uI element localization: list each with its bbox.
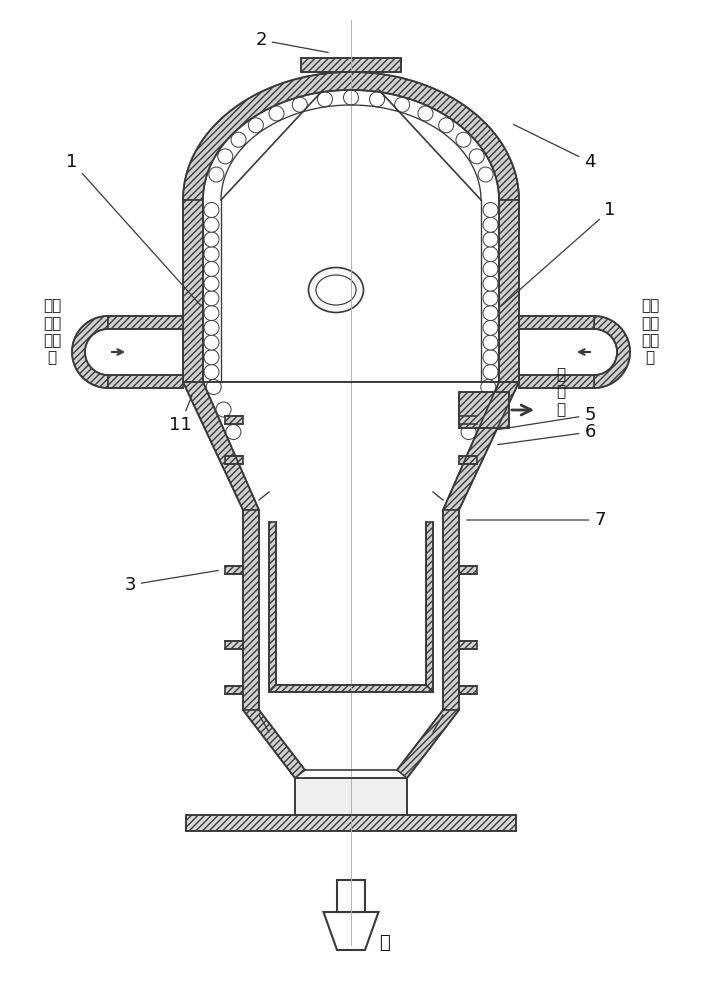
Circle shape	[231, 132, 246, 147]
Bar	[186, 815, 516, 831]
Text: 11: 11	[168, 396, 192, 434]
Text: 3: 3	[124, 570, 218, 594]
Bar	[459, 392, 509, 428]
Polygon shape	[183, 200, 203, 382]
Circle shape	[204, 291, 219, 306]
Circle shape	[204, 247, 219, 262]
Bar	[323, 72, 379, 90]
Bar	[225, 641, 243, 649]
Text: 5: 5	[498, 406, 596, 430]
Circle shape	[204, 306, 219, 321]
Circle shape	[226, 424, 241, 440]
Bar	[301, 58, 401, 72]
Circle shape	[483, 232, 498, 247]
Circle shape	[204, 217, 219, 232]
Bar	[225, 416, 243, 424]
Polygon shape	[337, 880, 365, 912]
Polygon shape	[243, 510, 259, 710]
Circle shape	[292, 97, 307, 112]
Polygon shape	[269, 522, 276, 692]
Circle shape	[395, 97, 410, 112]
Text: 渣: 渣	[379, 934, 390, 952]
Polygon shape	[324, 912, 378, 950]
Circle shape	[369, 92, 385, 107]
Polygon shape	[108, 316, 183, 329]
Bar	[459, 641, 477, 649]
Polygon shape	[426, 522, 433, 692]
Circle shape	[483, 291, 498, 306]
Polygon shape	[499, 200, 519, 382]
Text: 粗
煌
气: 粗 煌 气	[557, 367, 566, 417]
Bar	[225, 566, 243, 574]
Ellipse shape	[308, 267, 364, 312]
Bar	[459, 686, 477, 694]
Circle shape	[439, 118, 453, 133]
Text: 水煌
浆和
气化
剂: 水煌 浆和 气化 剂	[43, 298, 61, 366]
Polygon shape	[443, 382, 519, 510]
Circle shape	[461, 424, 476, 440]
Bar	[459, 392, 509, 428]
Ellipse shape	[316, 275, 356, 305]
Circle shape	[249, 118, 263, 133]
Circle shape	[483, 247, 498, 262]
Circle shape	[483, 364, 498, 379]
Circle shape	[483, 202, 498, 218]
Circle shape	[483, 335, 498, 350]
Circle shape	[456, 132, 471, 147]
Circle shape	[483, 320, 498, 335]
Circle shape	[216, 402, 231, 417]
Bar	[301, 58, 401, 72]
Text: 水煌
浆和
气化
剂: 水煌 浆和 气化 剂	[641, 298, 659, 366]
Circle shape	[204, 350, 219, 365]
Text: 1: 1	[66, 153, 201, 306]
Circle shape	[218, 149, 233, 164]
Text: 7: 7	[467, 511, 606, 529]
Circle shape	[204, 261, 219, 276]
Bar	[225, 686, 243, 694]
Polygon shape	[519, 375, 594, 388]
Circle shape	[204, 202, 219, 218]
Bar	[459, 456, 477, 464]
Circle shape	[204, 335, 219, 350]
Polygon shape	[594, 316, 630, 388]
Polygon shape	[519, 316, 594, 329]
Polygon shape	[72, 316, 108, 388]
Circle shape	[206, 379, 221, 394]
Circle shape	[483, 276, 498, 291]
Polygon shape	[397, 710, 459, 778]
Circle shape	[317, 92, 333, 107]
Circle shape	[481, 379, 496, 394]
Circle shape	[478, 167, 493, 182]
Circle shape	[483, 261, 498, 276]
Circle shape	[204, 232, 219, 247]
Circle shape	[483, 306, 498, 321]
Text: 6: 6	[498, 423, 596, 445]
Bar	[225, 456, 243, 464]
Bar	[459, 416, 477, 424]
Polygon shape	[243, 710, 305, 778]
Circle shape	[483, 350, 498, 365]
Text: 2: 2	[256, 31, 329, 52]
Circle shape	[204, 276, 219, 291]
Circle shape	[269, 106, 284, 121]
Circle shape	[471, 402, 486, 417]
Polygon shape	[443, 510, 459, 710]
Circle shape	[204, 320, 219, 335]
Polygon shape	[183, 382, 259, 510]
Circle shape	[204, 364, 219, 379]
Bar	[186, 815, 516, 831]
Circle shape	[469, 149, 484, 164]
Polygon shape	[269, 685, 433, 692]
Bar	[295, 778, 407, 815]
Bar	[323, 72, 379, 90]
Text: 1: 1	[501, 201, 616, 306]
Polygon shape	[183, 72, 519, 200]
Text: 4: 4	[513, 124, 596, 171]
Circle shape	[343, 90, 359, 105]
Circle shape	[483, 217, 498, 232]
Bar	[459, 566, 477, 574]
Circle shape	[209, 167, 224, 182]
Circle shape	[418, 106, 433, 121]
Polygon shape	[108, 375, 183, 388]
